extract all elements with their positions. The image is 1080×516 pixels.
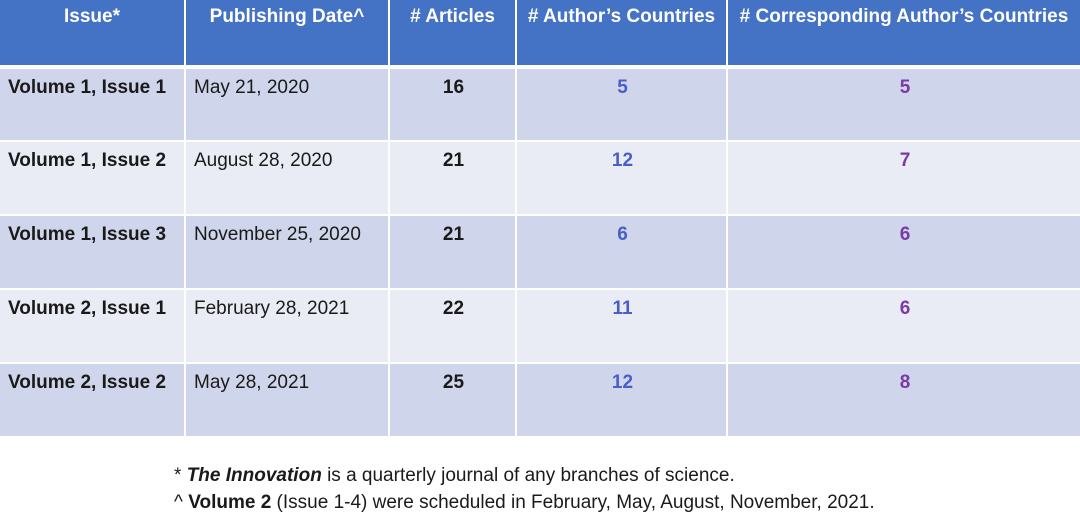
cell-articles: 16 (389, 67, 517, 142)
cell-date: November 25, 2020 (185, 215, 390, 290)
table-row: Volume 2, Issue 2 May 28, 2021 25 12 8 (0, 363, 1080, 438)
cell-author-countries: 5 (516, 67, 728, 142)
cell-issue: Volume 1, Issue 2 (0, 141, 186, 216)
cell-author-countries: 11 (516, 289, 728, 364)
cell-author-countries: 12 (516, 363, 728, 438)
footnote-journal-text: is a quarterly journal of any branches o… (321, 465, 735, 486)
cell-corresponding-countries: 7 (727, 141, 1080, 216)
footnote-journal-title: The Innovation (186, 465, 322, 486)
table-row: Volume 1, Issue 3 November 25, 2020 21 6… (0, 215, 1080, 290)
cell-date: May 28, 2021 (185, 363, 390, 438)
cell-articles: 22 (389, 289, 517, 364)
cell-date: August 28, 2020 (185, 141, 390, 216)
cell-articles: 25 (389, 363, 517, 438)
footnote-caret: ^ (174, 492, 189, 513)
cell-issue: Volume 1, Issue 1 (0, 67, 186, 142)
cell-articles: 21 (389, 215, 517, 290)
cell-corresponding-countries: 6 (727, 289, 1080, 364)
header-articles: # Articles (389, 0, 517, 69)
footnote-asterisk: * (174, 465, 187, 486)
footnotes: * The Innovation is a quarterly journal … (174, 462, 875, 516)
footnote-volume: Volume 2 (188, 492, 272, 513)
header-issue: Issue* (0, 0, 186, 69)
header-publishing-date: Publishing Date^ (185, 0, 390, 69)
cell-issue: Volume 2, Issue 1 (0, 289, 186, 364)
issues-table: Issue* Publishing Date^ # Articles # Aut… (0, 0, 1080, 438)
table-row: Volume 1, Issue 1 May 21, 2020 16 5 5 (0, 67, 1080, 142)
cell-author-countries: 6 (516, 215, 728, 290)
cell-corresponding-countries: 5 (727, 67, 1080, 142)
cell-author-countries: 12 (516, 141, 728, 216)
cell-date: February 28, 2021 (185, 289, 390, 364)
header-corresponding-author-countries: # Corresponding Author’s Countries (727, 0, 1080, 69)
header-row: Issue* Publishing Date^ # Articles # Aut… (0, 0, 1080, 69)
cell-issue: Volume 2, Issue 2 (0, 363, 186, 438)
footnote-schedule: ^ Volume 2 (Issue 1-4) were scheduled in… (174, 489, 875, 516)
table-row: Volume 2, Issue 1 February 28, 2021 22 1… (0, 289, 1080, 364)
cell-articles: 21 (389, 141, 517, 216)
cell-date: May 21, 2020 (185, 67, 390, 142)
table-row: Volume 1, Issue 2 August 28, 2020 21 12 … (0, 141, 1080, 216)
cell-corresponding-countries: 8 (727, 363, 1080, 438)
footnote-schedule-text: (Issue 1-4) were scheduled in February, … (271, 492, 875, 513)
footnote-journal: * The Innovation is a quarterly journal … (174, 462, 875, 489)
header-author-countries: # Author’s Countries (516, 0, 728, 69)
cell-issue: Volume 1, Issue 3 (0, 215, 186, 290)
cell-corresponding-countries: 6 (727, 215, 1080, 290)
